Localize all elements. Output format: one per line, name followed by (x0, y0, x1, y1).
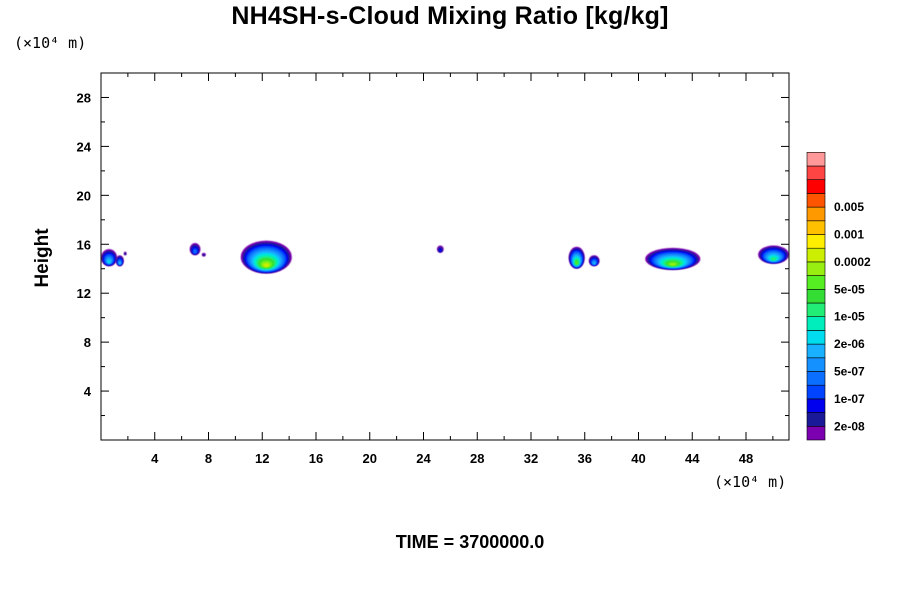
colorbar-label: 5e-07 (834, 365, 865, 379)
y-tick-label: 20 (77, 188, 91, 203)
x-tick-label: 24 (416, 451, 431, 466)
cloud-contour (592, 262, 596, 265)
cloud-contour (107, 259, 111, 264)
colorbar-cell (806, 193, 826, 208)
cloud-contour (669, 262, 677, 266)
cloud-contour (123, 252, 127, 255)
y-tick-label: 16 (77, 237, 91, 252)
x-tick-label: 4 (151, 451, 159, 466)
colorbar-cell (806, 220, 826, 235)
chart-title: NH4SH-s-Cloud Mixing Ratio [kg/kg] (231, 2, 669, 30)
x-tick-label: 36 (578, 451, 592, 466)
colorbar-label: 5e-05 (834, 282, 865, 296)
colorbar-cell (806, 357, 826, 372)
x-tick-label: 44 (685, 451, 700, 466)
colorbar-cell (806, 425, 826, 441)
x-tick-label: 28 (470, 451, 484, 466)
cloud-contour (193, 249, 197, 254)
y-tick-label: 4 (84, 384, 92, 399)
x-tick-label: 48 (739, 451, 753, 466)
colorbar-label: 0.001 (834, 228, 864, 242)
colorbar-cell (806, 384, 826, 400)
cloud-contour (575, 261, 578, 265)
colorbar-cell (806, 275, 826, 290)
colorbar-label: 1e-07 (834, 392, 865, 406)
plot-frame (100, 72, 790, 441)
colorbar-cell (806, 316, 826, 331)
x-tick-label: 8 (205, 451, 212, 466)
colorbar-cell (806, 371, 826, 386)
y-axis-unit: (×10⁴ m) (14, 34, 87, 52)
cloud-contour (263, 263, 270, 268)
x-tick-label: 40 (631, 451, 645, 466)
colorbar-cell (806, 247, 826, 263)
cloud-contour (438, 248, 442, 252)
colorbar-cell (806, 412, 826, 427)
colorbar-label: 0.0002 (834, 255, 871, 269)
y-tick-label: 12 (77, 286, 91, 301)
x-tick-label: 32 (524, 451, 538, 466)
cloud-field (101, 240, 789, 274)
cloud-contour (771, 257, 776, 261)
y-tick-label: 8 (84, 335, 91, 350)
colorbar-label: 0.005 (834, 200, 864, 214)
x-tick-label: 12 (255, 451, 269, 466)
colorbar-cell (806, 398, 826, 413)
x-tick-label: 16 (309, 451, 323, 466)
colorbar-cell (806, 206, 826, 222)
cloud-contour (118, 262, 122, 265)
colorbar-cell (806, 302, 826, 317)
colorbar-label: 2e-08 (834, 419, 865, 433)
colorbar-cell (806, 330, 826, 345)
colorbar-label: 1e-05 (834, 310, 865, 324)
x-tick-label: 20 (363, 451, 377, 466)
colorbar-cell (806, 288, 826, 304)
colorbar-cell (806, 261, 826, 276)
cloud-contour (202, 253, 206, 257)
colorbar-cell (806, 165, 826, 180)
colorbar-cell (806, 179, 826, 194)
colorbar-label: 2e-06 (834, 337, 865, 351)
colorbar: 2e-08 1e-07 5e-07 2e-06 1e-05 5e-05 0.0002 0.00… (806, 152, 871, 441)
colorbar-cell (806, 152, 826, 167)
colorbar-cell (806, 343, 826, 359)
colorbar-cell (806, 234, 826, 249)
y-tick-label: 24 (77, 139, 92, 154)
time-label: TIME = 3700000.0 (395, 532, 545, 552)
y-tick-label: 28 (77, 90, 91, 105)
x-axis-unit: (×10⁴ m) (714, 473, 787, 491)
